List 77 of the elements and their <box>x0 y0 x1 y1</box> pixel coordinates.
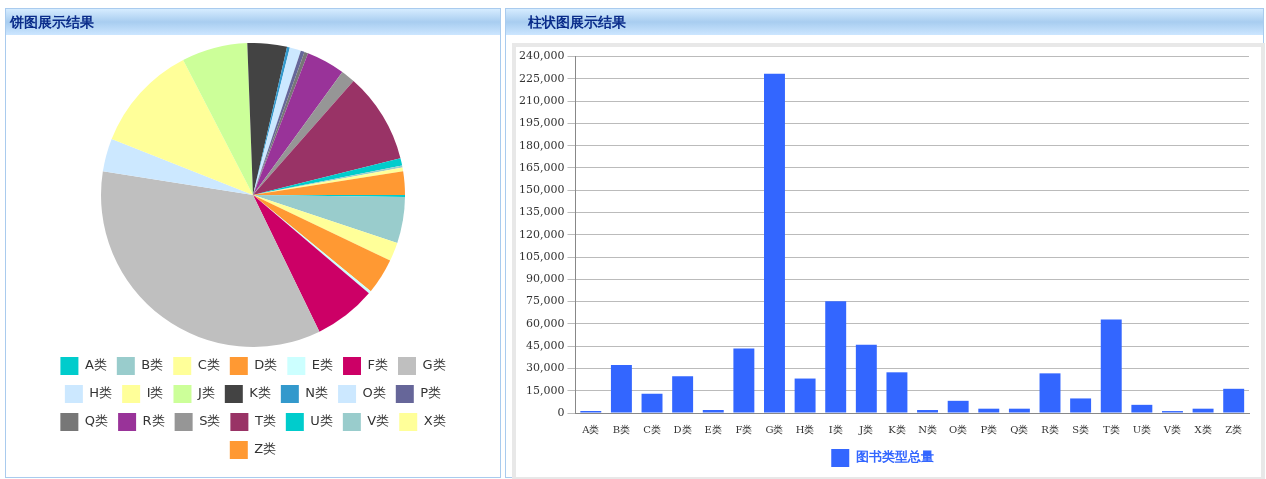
bar <box>610 365 632 413</box>
legend-label: G类 <box>422 357 446 373</box>
x-tick-label: F类 <box>735 423 753 435</box>
x-tick-label: T类 <box>1102 423 1120 435</box>
x-tick-label: E类 <box>704 423 722 435</box>
bar <box>1192 408 1214 413</box>
legend-label: I类 <box>146 385 164 401</box>
bar <box>978 408 1000 413</box>
y-tick-label: 210,000 <box>518 94 565 108</box>
y-tick-label: 165,000 <box>518 160 565 174</box>
bar <box>1100 319 1122 413</box>
bar <box>1223 388 1245 413</box>
legend-label: F类 <box>367 357 389 373</box>
bar <box>917 410 939 413</box>
x-tick-label: Z类 <box>1225 423 1243 435</box>
y-tick-label: 225,000 <box>518 71 565 85</box>
x-tick-label: H类 <box>795 423 815 435</box>
x-tick-label: Q类 <box>1010 423 1029 435</box>
bar <box>947 400 969 413</box>
y-tick-label: 60,000 <box>525 316 565 330</box>
legend-label: P类 <box>420 385 442 401</box>
legend-label: D类 <box>254 357 278 373</box>
x-tick-label: A类 <box>581 423 600 435</box>
bar <box>1008 408 1030 413</box>
bar <box>794 378 816 413</box>
bar <box>1070 398 1092 413</box>
bar <box>733 348 755 413</box>
y-tick-label: 150,000 <box>518 183 565 197</box>
chart-title: 柱状图展示结果 <box>506 9 1263 35</box>
bar <box>825 301 847 413</box>
legend-label: 图书类型总量 <box>855 449 934 465</box>
y-tick-label: 120,000 <box>518 227 565 241</box>
legend-label: K类 <box>249 385 271 401</box>
legend-label: A类 <box>84 357 107 373</box>
bar <box>1131 404 1153 413</box>
bar <box>641 393 663 413</box>
legend-label: H类 <box>89 385 113 401</box>
x-tick-label: P类 <box>980 423 998 435</box>
x-tick-label: J类 <box>858 423 874 435</box>
x-tick-label: V类 <box>1162 423 1182 435</box>
y-tick-label: 30,000 <box>525 361 565 375</box>
x-tick-label: C类 <box>643 423 661 435</box>
x-tick-label: R类 <box>1041 423 1059 435</box>
x-tick-label: I类 <box>828 423 843 435</box>
x-tick-label: B类 <box>612 423 631 435</box>
x-tick-label: O类 <box>949 423 968 435</box>
bar <box>855 344 877 413</box>
legend-label: N类 <box>305 385 329 401</box>
x-tick-label: G类 <box>765 423 784 435</box>
y-tick-label: 195,000 <box>518 116 565 130</box>
legend-label: E类 <box>311 357 334 373</box>
y-tick-label: 240,000 <box>518 49 565 63</box>
x-tick-label: S类 <box>1072 423 1090 435</box>
legend-label: C类 <box>197 357 220 373</box>
x-tick-label: K类 <box>888 423 906 435</box>
bar <box>764 73 785 413</box>
bar <box>672 376 694 413</box>
legend-label: J类 <box>196 385 215 401</box>
x-tick-label: N类 <box>918 423 937 435</box>
legend-label: B类 <box>141 357 164 373</box>
y-tick-label: 45,000 <box>525 339 565 353</box>
bar <box>886 372 908 413</box>
legend-label: Z类 <box>254 441 277 457</box>
y-tick-label: 15,000 <box>525 383 565 397</box>
y-tick-label: 90,000 <box>525 272 565 286</box>
y-tick-label: 105,000 <box>518 249 565 263</box>
x-tick-label: D类 <box>673 423 692 435</box>
y-tick-label: 180,000 <box>518 138 565 152</box>
y-tick-label: 135,000 <box>518 205 565 219</box>
chart-title: 饼图展示结果 <box>6 9 500 35</box>
x-tick-label: X类 <box>1194 423 1212 435</box>
x-tick-label: U类 <box>1132 423 1152 435</box>
bar <box>702 410 724 413</box>
y-tick-label: 0 <box>557 405 565 419</box>
y-tick-label: 75,000 <box>525 294 565 308</box>
legend-label: O类 <box>362 385 386 401</box>
bar <box>1039 373 1061 413</box>
